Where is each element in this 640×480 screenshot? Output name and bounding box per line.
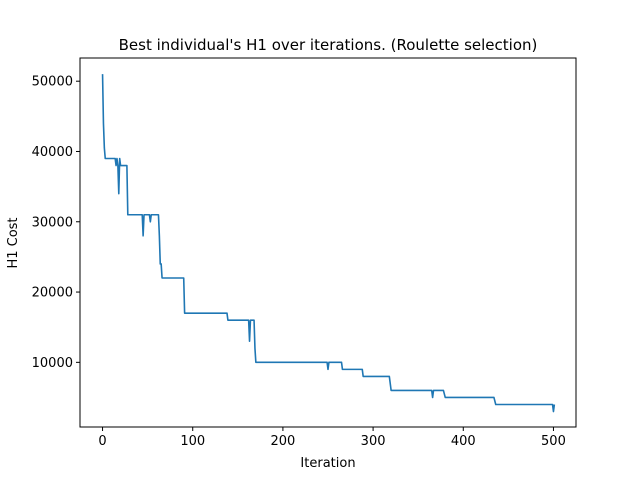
y-axis-title: H1 Cost — [6, 217, 21, 268]
x-axis-title: Iteration — [300, 456, 355, 471]
x-tick-label: 100 — [180, 434, 205, 449]
x-tick-label: 200 — [270, 434, 295, 449]
x-tick-label: 500 — [541, 434, 566, 449]
x-tick-label: 0 — [98, 434, 106, 449]
y-tick-label: 40000 — [32, 145, 73, 160]
chart-title: Best individual's H1 over iterations. (R… — [119, 36, 538, 54]
y-tick-label: 20000 — [32, 286, 73, 301]
series-line-0 — [101, 74, 556, 413]
y-tick-label: 30000 — [32, 215, 73, 230]
plot-frame — [79, 57, 577, 428]
x-axis-ticks: 0 100 200 300 400 500 — [98, 427, 566, 449]
x-tick-label: 400 — [451, 434, 476, 449]
y-tick-label: 50000 — [32, 75, 73, 90]
x-tick-label: 300 — [361, 434, 386, 449]
y-axis-ticks: 10000 20000 30000 40000 50000 — [32, 75, 80, 371]
plot-area — [79, 57, 577, 428]
y-tick-label: 10000 — [32, 356, 73, 371]
